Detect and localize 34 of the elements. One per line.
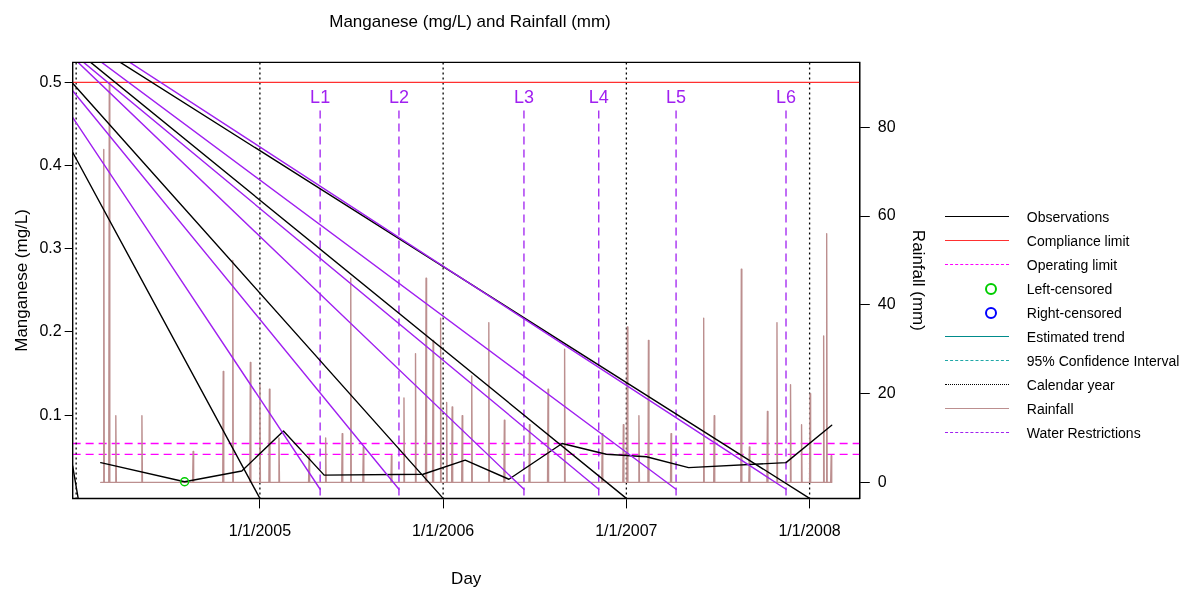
- y2-axis-title: Rainfall (mm): [909, 229, 929, 331]
- legend-label: Observations: [1026, 209, 1110, 226]
- y-tick-label: 0.1: [39, 405, 62, 423]
- x-tick-label: 1/1/2005: [228, 522, 292, 540]
- y2-tick-label: 0: [877, 472, 887, 490]
- legend-label: Water Restrictions: [1026, 425, 1141, 442]
- legend-label: 95% Confidence Interval: [1026, 353, 1180, 370]
- ref-line-label: L6: [775, 87, 797, 108]
- legend-label: Estimated trend: [1026, 329, 1125, 346]
- legend-label: Right-censored: [1026, 305, 1122, 322]
- y-axis-title: Manganese (mg/L): [11, 209, 31, 352]
- y-tick-label: 0.2: [39, 322, 62, 340]
- legend-label: Left-censored: [1026, 281, 1113, 298]
- y2-tick-label: 80: [877, 117, 896, 135]
- legend-label: Compliance limit: [1026, 233, 1130, 250]
- x-axis-title: Day: [451, 569, 482, 589]
- chart-title: Manganese (mg/L) and Rainfall (mm): [329, 11, 611, 31]
- y2-tick-label: 40: [877, 295, 896, 313]
- legend-label: Operating limit: [1026, 257, 1118, 274]
- x-tick-label: 1/1/2008: [778, 522, 841, 540]
- ref-line-label: L3: [513, 87, 534, 108]
- y-tick-label: 0.5: [39, 72, 62, 90]
- y2-tick-label: 20: [877, 384, 896, 402]
- legend-label: Rainfall: [1026, 401, 1074, 418]
- x-tick-label: 1/1/2006: [411, 522, 475, 540]
- x-tick-label: 1/1/2007: [595, 522, 658, 540]
- legend-label: Calendar year: [1026, 377, 1115, 394]
- ref-line-label: L1: [310, 87, 331, 108]
- y-tick-label: 0.3: [39, 239, 62, 257]
- ref-line-label: L2: [388, 87, 409, 108]
- y2-tick-label: 60: [877, 206, 896, 224]
- ref-line-label: L5: [666, 87, 687, 108]
- ref-line-label: L4: [588, 87, 609, 108]
- y-tick-label: 0.4: [39, 155, 62, 173]
